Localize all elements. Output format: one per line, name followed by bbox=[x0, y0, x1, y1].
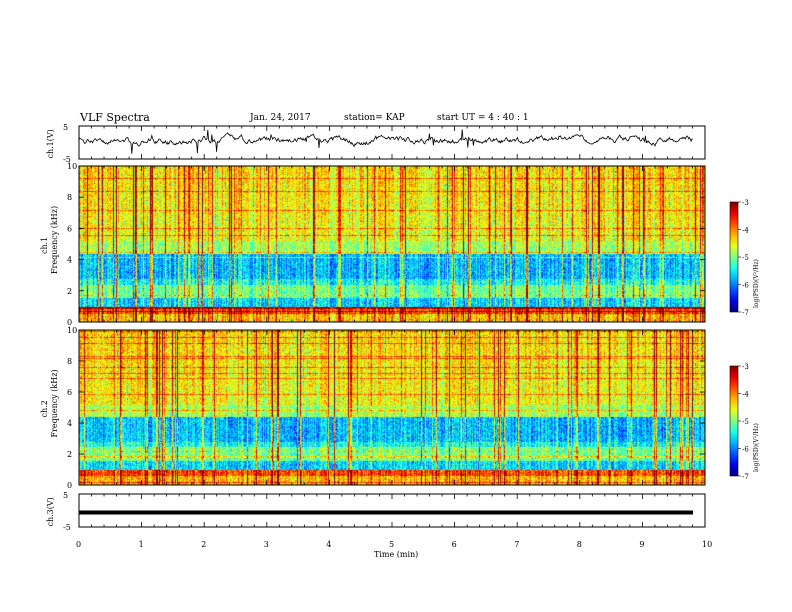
x-tick-label: 6 bbox=[452, 540, 457, 549]
y-axis-label: ch.3(V) bbox=[46, 497, 55, 526]
y-axis-label: ch.1(V) bbox=[46, 129, 55, 158]
y-tick-label: 6 bbox=[67, 224, 72, 233]
y-tick-label: 0 bbox=[67, 481, 72, 490]
start-time-label: start UT = 4 : 40 : 1 bbox=[437, 113, 529, 123]
x-tick-label: 10 bbox=[702, 540, 712, 549]
colorbar-tick-label: -4 bbox=[742, 227, 749, 235]
x-tick-label: 9 bbox=[639, 540, 644, 549]
colorbar-label: log(PSD)(V²/Hz) bbox=[753, 423, 760, 472]
x-tick-label: 0 bbox=[76, 540, 81, 549]
ch1-waveform-trace bbox=[78, 129, 693, 154]
colorbar-tick-label: -3 bbox=[742, 199, 749, 207]
spectrogram-ch1 bbox=[79, 166, 705, 322]
figure-title: VLF Spectra bbox=[80, 111, 150, 124]
y-tick-label: 2 bbox=[67, 287, 72, 296]
colorbar-tick-label: -6 bbox=[742, 446, 749, 454]
y-tick-label: 5 bbox=[63, 491, 68, 500]
x-tick-label: 4 bbox=[326, 540, 331, 549]
x-tick-label: 3 bbox=[264, 540, 269, 549]
colorbar-tick-label: -5 bbox=[742, 418, 749, 426]
y-tick-label: 5 bbox=[63, 123, 68, 132]
colorbar-tick-label: -5 bbox=[742, 254, 749, 262]
colorbar-tick-label: -4 bbox=[742, 391, 749, 399]
colorbar-tick-label: -3 bbox=[742, 363, 749, 371]
x-tick-label: 2 bbox=[201, 540, 206, 549]
y-axis-label: ch.1 bbox=[40, 237, 49, 254]
colorbar-tick-label: -7 bbox=[742, 309, 749, 317]
colorbar-ch1 bbox=[729, 201, 739, 313]
spectrogram-ch2 bbox=[79, 330, 705, 485]
y-tick-label: 8 bbox=[67, 193, 72, 202]
y-axis-label: Frequency (kHz) bbox=[50, 369, 59, 437]
y-tick-label: 4 bbox=[67, 419, 72, 428]
y-tick-label: 4 bbox=[67, 256, 72, 265]
y-axis-label: Frequency (kHz) bbox=[50, 206, 59, 274]
y-tick-label: 6 bbox=[67, 388, 72, 397]
x-tick-label: 1 bbox=[139, 540, 144, 549]
colorbar-label: log(PSD)(V²/Hz) bbox=[753, 259, 760, 308]
y-tick-label: 10 bbox=[67, 326, 77, 335]
x-axis-label: Time (min) bbox=[374, 550, 418, 559]
y-tick-label: 8 bbox=[67, 357, 72, 366]
y-tick-label: 2 bbox=[67, 450, 72, 459]
colorbar-tick-label: -6 bbox=[742, 282, 749, 290]
x-tick-label: 5 bbox=[389, 540, 394, 549]
y-tick-label: 10 bbox=[67, 162, 77, 171]
station-label: station= KAP bbox=[344, 113, 405, 123]
y-tick-label: 0 bbox=[67, 318, 72, 327]
y-axis-label: ch.2 bbox=[40, 400, 49, 417]
x-tick-label: 8 bbox=[577, 540, 582, 549]
colorbar-ch2 bbox=[729, 365, 739, 477]
colorbar-tick-label: -7 bbox=[742, 473, 749, 481]
y-tick-label: -5 bbox=[63, 523, 71, 532]
date-label: Jan. 24, 2017 bbox=[250, 113, 311, 123]
y-tick-label: -5 bbox=[63, 155, 71, 164]
x-tick-label: 7 bbox=[514, 540, 519, 549]
